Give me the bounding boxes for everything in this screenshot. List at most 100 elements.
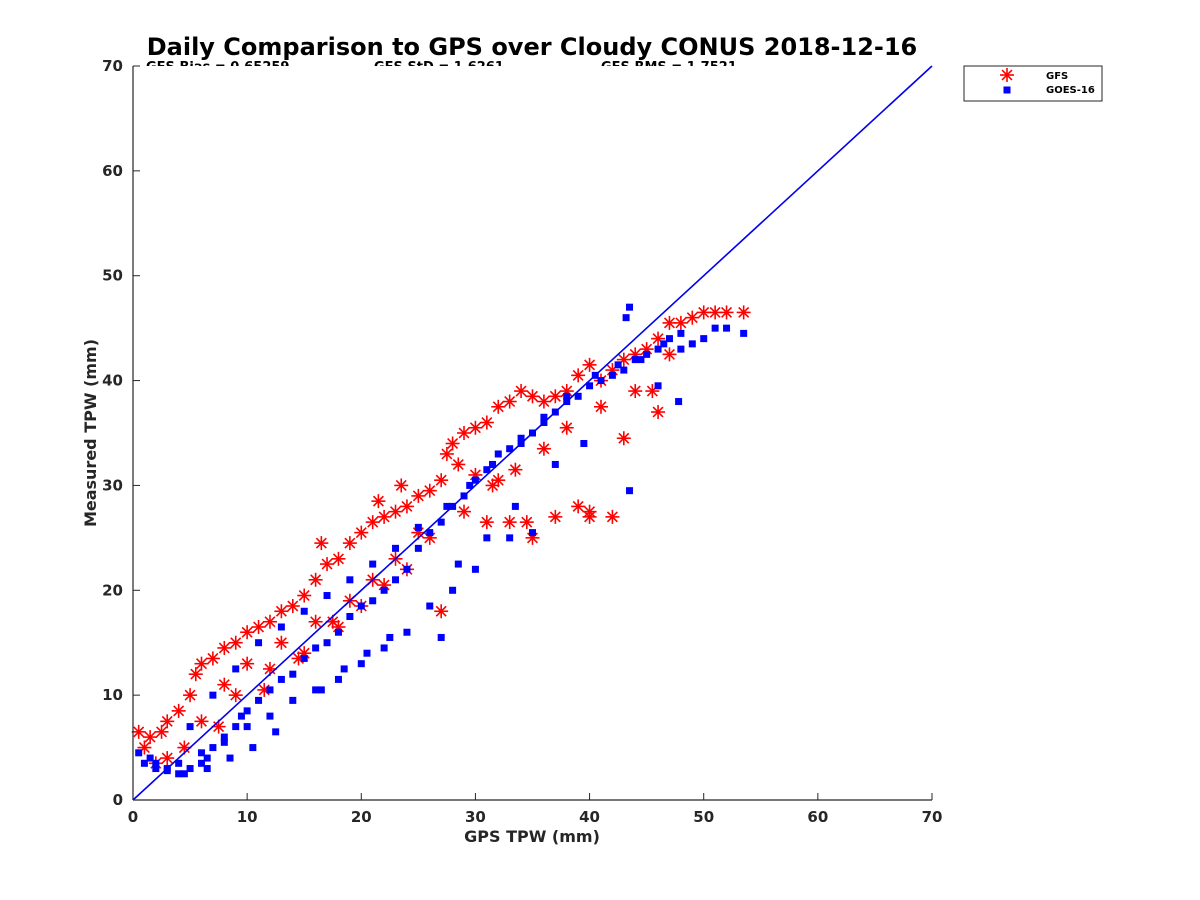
legend-gfs-marker [1000, 68, 1014, 82]
y-tick-label: 60 [102, 162, 123, 180]
gfs-point [685, 310, 700, 325]
goes16-point [243, 707, 251, 715]
goes16-point [551, 460, 559, 468]
goes16-point [277, 623, 285, 631]
gfs-point [736, 305, 751, 320]
gfs-point [228, 635, 243, 650]
goes16-point [677, 345, 685, 353]
x-tick-label: 40 [579, 808, 600, 826]
goes16-point [449, 586, 457, 594]
gfs-point [394, 478, 409, 493]
gfs-point [485, 478, 500, 493]
gfs-point [308, 572, 323, 587]
goes16-point [197, 749, 205, 757]
goes16-point [312, 644, 320, 652]
legend-asterisk [1000, 68, 1014, 82]
chart-title: Daily Comparison to GPS over Cloudy CONU… [147, 33, 918, 61]
goes16-point [426, 529, 434, 537]
axes [132, 66, 932, 801]
goes16-point [312, 686, 320, 694]
goes16-point [660, 340, 668, 348]
goes16-point [454, 560, 462, 568]
gfs-point [297, 588, 312, 603]
goes16-point [654, 345, 662, 353]
goes16-point [506, 534, 514, 542]
goes16-point [146, 754, 154, 762]
goes16-point [654, 382, 662, 390]
goes16-point [622, 314, 630, 322]
goes16-point [232, 665, 240, 673]
goes16-point [237, 712, 245, 720]
gfs-point [662, 347, 677, 362]
goes16-point [643, 350, 651, 358]
gfs-point [616, 431, 631, 446]
gfs-point [479, 515, 494, 530]
gfs-point [240, 656, 255, 671]
gfs-point [228, 688, 243, 703]
goes16-point [563, 392, 571, 400]
goes16-point [471, 476, 479, 484]
gfs-point [154, 724, 169, 739]
goes16-point [323, 592, 331, 600]
goes16-point [289, 696, 297, 704]
gfs-point [422, 483, 437, 498]
gfs-point [274, 635, 289, 650]
goes16-point [380, 586, 388, 594]
legend-square [1003, 86, 1011, 94]
gfs-point [160, 714, 175, 729]
goes16-point [700, 335, 708, 343]
gfs-point [371, 494, 386, 509]
goes16-point [266, 686, 274, 694]
gfs-point [502, 394, 517, 409]
goes16-point [597, 377, 605, 385]
goes16-point [586, 382, 594, 390]
gfs-point [571, 499, 586, 514]
gfs-series [131, 305, 751, 771]
goes16-point [346, 576, 354, 584]
x-tick-label: 60 [807, 808, 828, 826]
goes16-point [220, 738, 228, 746]
goes16-point [740, 329, 748, 337]
gfs-point [491, 399, 506, 414]
goes16-point [357, 602, 365, 610]
gfs-point [451, 457, 466, 472]
gfs-point [536, 441, 551, 456]
goes16-point [574, 392, 582, 400]
goes16-point [232, 723, 240, 731]
y-tick-label: 20 [102, 581, 123, 599]
gfs-point [183, 688, 198, 703]
gfs-point [593, 399, 608, 414]
goes16-point [186, 723, 194, 731]
gfs-point [508, 462, 523, 477]
gfs-point [605, 509, 620, 524]
goes16-point [437, 518, 445, 526]
goes16-point [392, 544, 400, 552]
goes16-point [209, 691, 217, 699]
goes16-point [443, 502, 451, 510]
gfs-point [240, 625, 255, 640]
goes16-point [631, 356, 639, 364]
goes16-point [277, 675, 285, 683]
x-ticks: 0 10 20 30 40 50 60 70 [128, 793, 942, 826]
y-tick-label: 50 [102, 267, 123, 285]
gfs-point [262, 614, 277, 629]
goes16-point [517, 434, 525, 442]
gfs-point [205, 651, 220, 666]
gfs-point [548, 509, 563, 524]
goes16-point [175, 770, 183, 778]
gfs-point [434, 473, 449, 488]
goes16-point [369, 597, 377, 605]
gfs-point [388, 504, 403, 519]
goes16-point [357, 660, 365, 668]
goes16-point [300, 607, 308, 615]
goes16-point [203, 754, 211, 762]
goes16-point [403, 628, 411, 636]
x-tick-label: 30 [465, 808, 486, 826]
gfs-point [514, 384, 529, 399]
goes16-point [255, 639, 263, 647]
y-tick-label: 30 [102, 476, 123, 494]
goes16-point [675, 398, 683, 406]
goes16-point [466, 481, 474, 489]
goes16-point [334, 628, 342, 636]
goes16-point [243, 723, 251, 731]
